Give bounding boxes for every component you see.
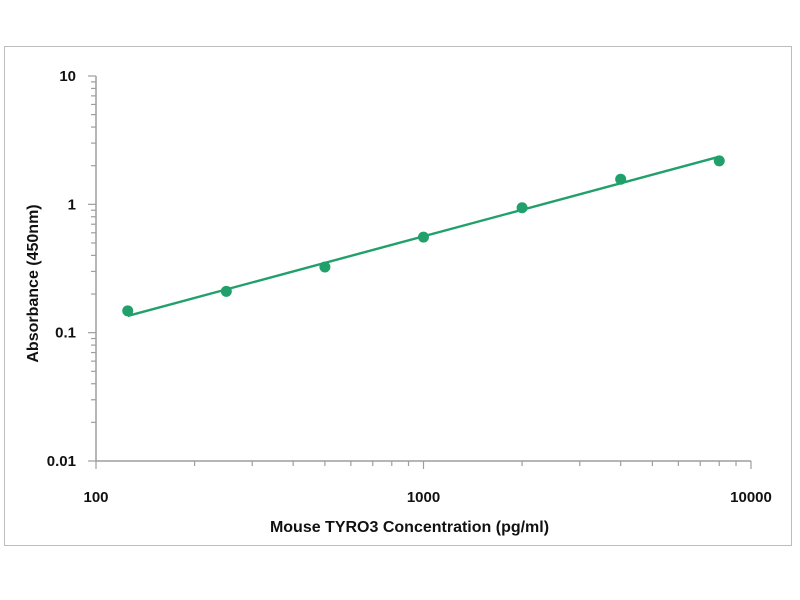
data-point: [418, 231, 429, 243]
y-tick-label: 10: [59, 68, 76, 85]
y-axis-title: Absorbance (450nm): [25, 204, 42, 362]
data-point: [516, 202, 528, 214]
data-point: [615, 173, 627, 185]
x-axis-title: Mouse TYRO3 Concentration (pg/ml): [270, 519, 549, 536]
chart-frame: [4, 46, 792, 546]
y-tick-label: 1: [68, 196, 76, 213]
y-tick-label: 0.1: [55, 325, 76, 342]
data-point: [122, 305, 134, 317]
x-tick-label: 10000: [730, 489, 772, 506]
data-points: [122, 155, 725, 317]
ticks: [88, 75, 752, 469]
tick-labels: 100 1000 10000 0.01 0.1 1 10: [47, 68, 772, 506]
data-point: [220, 285, 232, 297]
data-point: [713, 155, 725, 167]
axes: [95, 76, 751, 462]
x-tick-label: 100: [83, 489, 108, 506]
x-tick-label: 1000: [407, 489, 440, 506]
data-point: [319, 261, 331, 273]
y-tick-label: 0.01: [47, 453, 76, 470]
